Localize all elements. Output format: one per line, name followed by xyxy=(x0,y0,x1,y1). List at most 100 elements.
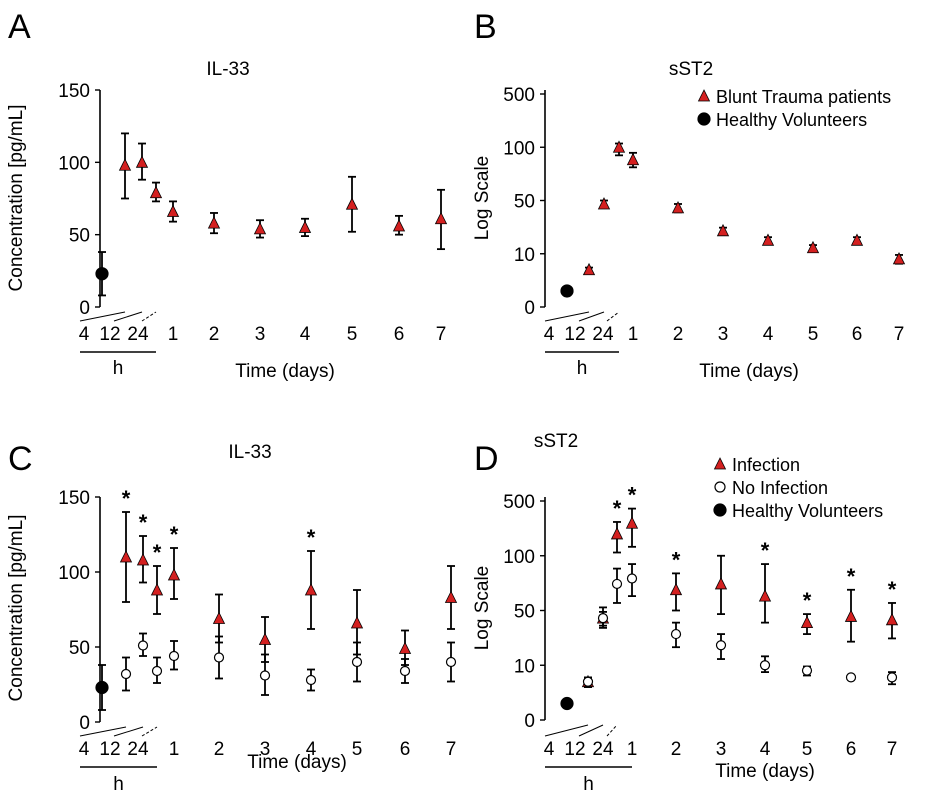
panel-c-y-axis-label: Concentration [pg/mL] xyxy=(6,515,27,702)
panel-b-trauma-point-5 xyxy=(716,223,730,237)
panel-a-x-tick-label-7: 5 xyxy=(347,324,358,345)
panel-b-x-tick-label-2: 24 xyxy=(592,324,614,345)
panel-c-y-tick-label-3: 150 xyxy=(58,488,90,509)
panel-c-infection-point-0 xyxy=(119,550,133,563)
panel-d-noinfection-point-4 xyxy=(670,628,682,640)
panel-c-infection-point-7 xyxy=(350,616,364,629)
panel-c-x-axis-label: Time (days) xyxy=(247,752,347,773)
panel-b-trauma-point-7 xyxy=(806,240,820,254)
panel-a-x-tick-label-1: 12 xyxy=(99,324,120,345)
panel-c-x-tick-label-1: 12 xyxy=(99,739,120,760)
panel-b-y-tick-label-2: 50 xyxy=(514,192,535,213)
panel-a-trauma-point-7 xyxy=(345,197,359,210)
panel-c-noinfection-point-5 xyxy=(259,670,271,681)
panel-c-x-connector-0 xyxy=(79,726,127,737)
panel-d-y-tick-label-3: 100 xyxy=(503,547,535,568)
panel-d-letter: D xyxy=(474,440,499,478)
panel-a-trauma-point-5 xyxy=(253,221,267,235)
panel-a-hours-unit: h xyxy=(113,358,124,379)
panel-a-letter: A xyxy=(8,8,31,46)
panel-c-significance-star-4: * xyxy=(307,525,316,550)
panel-b-y-axis-label: Log Scale xyxy=(472,156,493,241)
panel-d-noinfection-point-6 xyxy=(759,660,771,671)
panel-c-infection-point-1 xyxy=(136,553,150,566)
panel-a-trauma-point-2 xyxy=(149,185,163,199)
panel-c-infection-point-6 xyxy=(304,583,318,596)
panel-c-y-tick-label-0: 0 xyxy=(79,713,90,734)
panel-a-x-tick-label-3: 1 xyxy=(168,324,179,345)
panel-d-healthy-point-0 xyxy=(560,696,574,711)
panel-d-significance-star-5: * xyxy=(847,564,856,589)
panel-c-x-tick-label-4: 2 xyxy=(214,739,225,760)
panel-c-x-tick-label-6: 4 xyxy=(306,739,317,760)
panel-b-x-tick-label-6: 4 xyxy=(763,324,774,345)
panel-d-legend-item-2-label: Healthy Volunteers xyxy=(732,501,883,521)
panel-c-x-connector-1 xyxy=(113,726,144,737)
panel-b-trauma-point-0 xyxy=(582,262,596,276)
panel-d-y-tick-label-4: 500 xyxy=(503,492,535,513)
panel-d-significance-star-6: * xyxy=(888,577,897,602)
panel-b-y-tick-label-4: 500 xyxy=(503,85,535,106)
panel-d-hours-unit: h xyxy=(583,774,594,795)
panel-a-y-tick-label-0: 0 xyxy=(79,298,90,319)
panel-b-x-tick-label-1: 12 xyxy=(564,324,585,345)
panel-a-x-tick-label-5: 3 xyxy=(255,324,266,345)
panel-a-y-axis-label: Concentration [pg/mL] xyxy=(6,105,27,292)
panel-b-y-tick-label-3: 100 xyxy=(503,138,535,159)
panel-a-trauma-point-9 xyxy=(434,211,448,225)
panel-a-x-tick-label-0: 4 xyxy=(79,324,90,345)
panel-a-x-tick-label-6: 4 xyxy=(300,324,311,345)
panel-d-y-tick-label-2: 50 xyxy=(514,602,535,623)
panel-c-significance-star-1: * xyxy=(139,510,148,535)
panel-d-infection-point-8 xyxy=(844,609,858,622)
panel-d-x-tick-label-0: 4 xyxy=(544,739,555,760)
panel-d-legend-item-2-marker xyxy=(713,503,727,517)
panel-a-y-tick-label-3: 150 xyxy=(58,81,90,102)
panel-c-infection-point-5 xyxy=(258,632,272,645)
panel-c-x-tick-label-3: 1 xyxy=(169,739,180,760)
panel-a-x-axis-label: Time (days) xyxy=(235,361,335,382)
panel-c-x-tick-label-9: 7 xyxy=(446,739,457,760)
panel-a-x-connector-2 xyxy=(141,311,157,322)
panel-a-title: IL-33 xyxy=(206,59,249,80)
panel-d-noinfection-point-2 xyxy=(611,578,623,590)
panel-c-y-tick-label-1: 50 xyxy=(69,638,90,659)
panel-c-x-tick-label-0: 4 xyxy=(79,739,90,760)
panel-c-significance-star-2: * xyxy=(153,540,162,565)
panel-d-infection-point-2 xyxy=(610,527,624,540)
panel-d-significance-star-2: * xyxy=(672,547,681,572)
panel-d-x-connector-1 xyxy=(578,724,604,737)
panel-a-x-tick-label-2: 24 xyxy=(127,324,149,345)
panel-c-noinfection-point-2 xyxy=(151,665,163,677)
panel-d-infection-point-7 xyxy=(800,615,814,629)
panel-d-y-axis-label: Log Scale xyxy=(472,566,493,651)
panel-b-trauma-point-4 xyxy=(671,200,685,214)
panel-d-infection-point-6 xyxy=(758,589,772,602)
panel-c-x-connector-2 xyxy=(141,726,158,737)
panel-d-x-tick-label-1: 12 xyxy=(564,739,585,760)
panel-b-legend-item-0-label: Blunt Trauma patients xyxy=(716,87,891,107)
panel-b-x-tick-label-8: 6 xyxy=(852,324,863,345)
panel-c-hours-unit: h xyxy=(113,774,124,795)
panel-d-infection-point-9 xyxy=(885,612,899,626)
panel-d-infection-point-5 xyxy=(714,577,728,590)
panel-a-trauma-point-4 xyxy=(207,216,221,229)
panel-a-trauma-point-1 xyxy=(135,155,149,168)
panel-c-significance-star-0: * xyxy=(122,486,131,511)
panel-d-noinfection-point-8 xyxy=(845,672,857,683)
panel-c-title: IL-33 xyxy=(228,442,271,463)
panel-b-trauma-point-1 xyxy=(597,197,611,210)
panel-d-infection-point-4 xyxy=(669,582,683,596)
panel-b-healthy-point-0 xyxy=(560,284,574,298)
panel-b-hours-unit: h xyxy=(577,358,588,379)
panel-b-trauma-point-3 xyxy=(626,152,640,166)
panel-b-x-axis-label: Time (days) xyxy=(699,361,799,382)
panel-b-trauma-point-6 xyxy=(761,233,775,246)
panel-d-legend-item-1-marker xyxy=(714,481,726,493)
panel-d-x-tick-label-4: 2 xyxy=(671,739,682,760)
panel-d-y-tick-label-0: 0 xyxy=(524,711,535,732)
panel-b-legend-item-1-marker xyxy=(697,112,711,126)
panel-b-title: sST2 xyxy=(669,59,713,80)
panel-d-x-tick-label-9: 7 xyxy=(887,739,898,760)
panel-a-x-tick-label-4: 2 xyxy=(209,324,220,345)
